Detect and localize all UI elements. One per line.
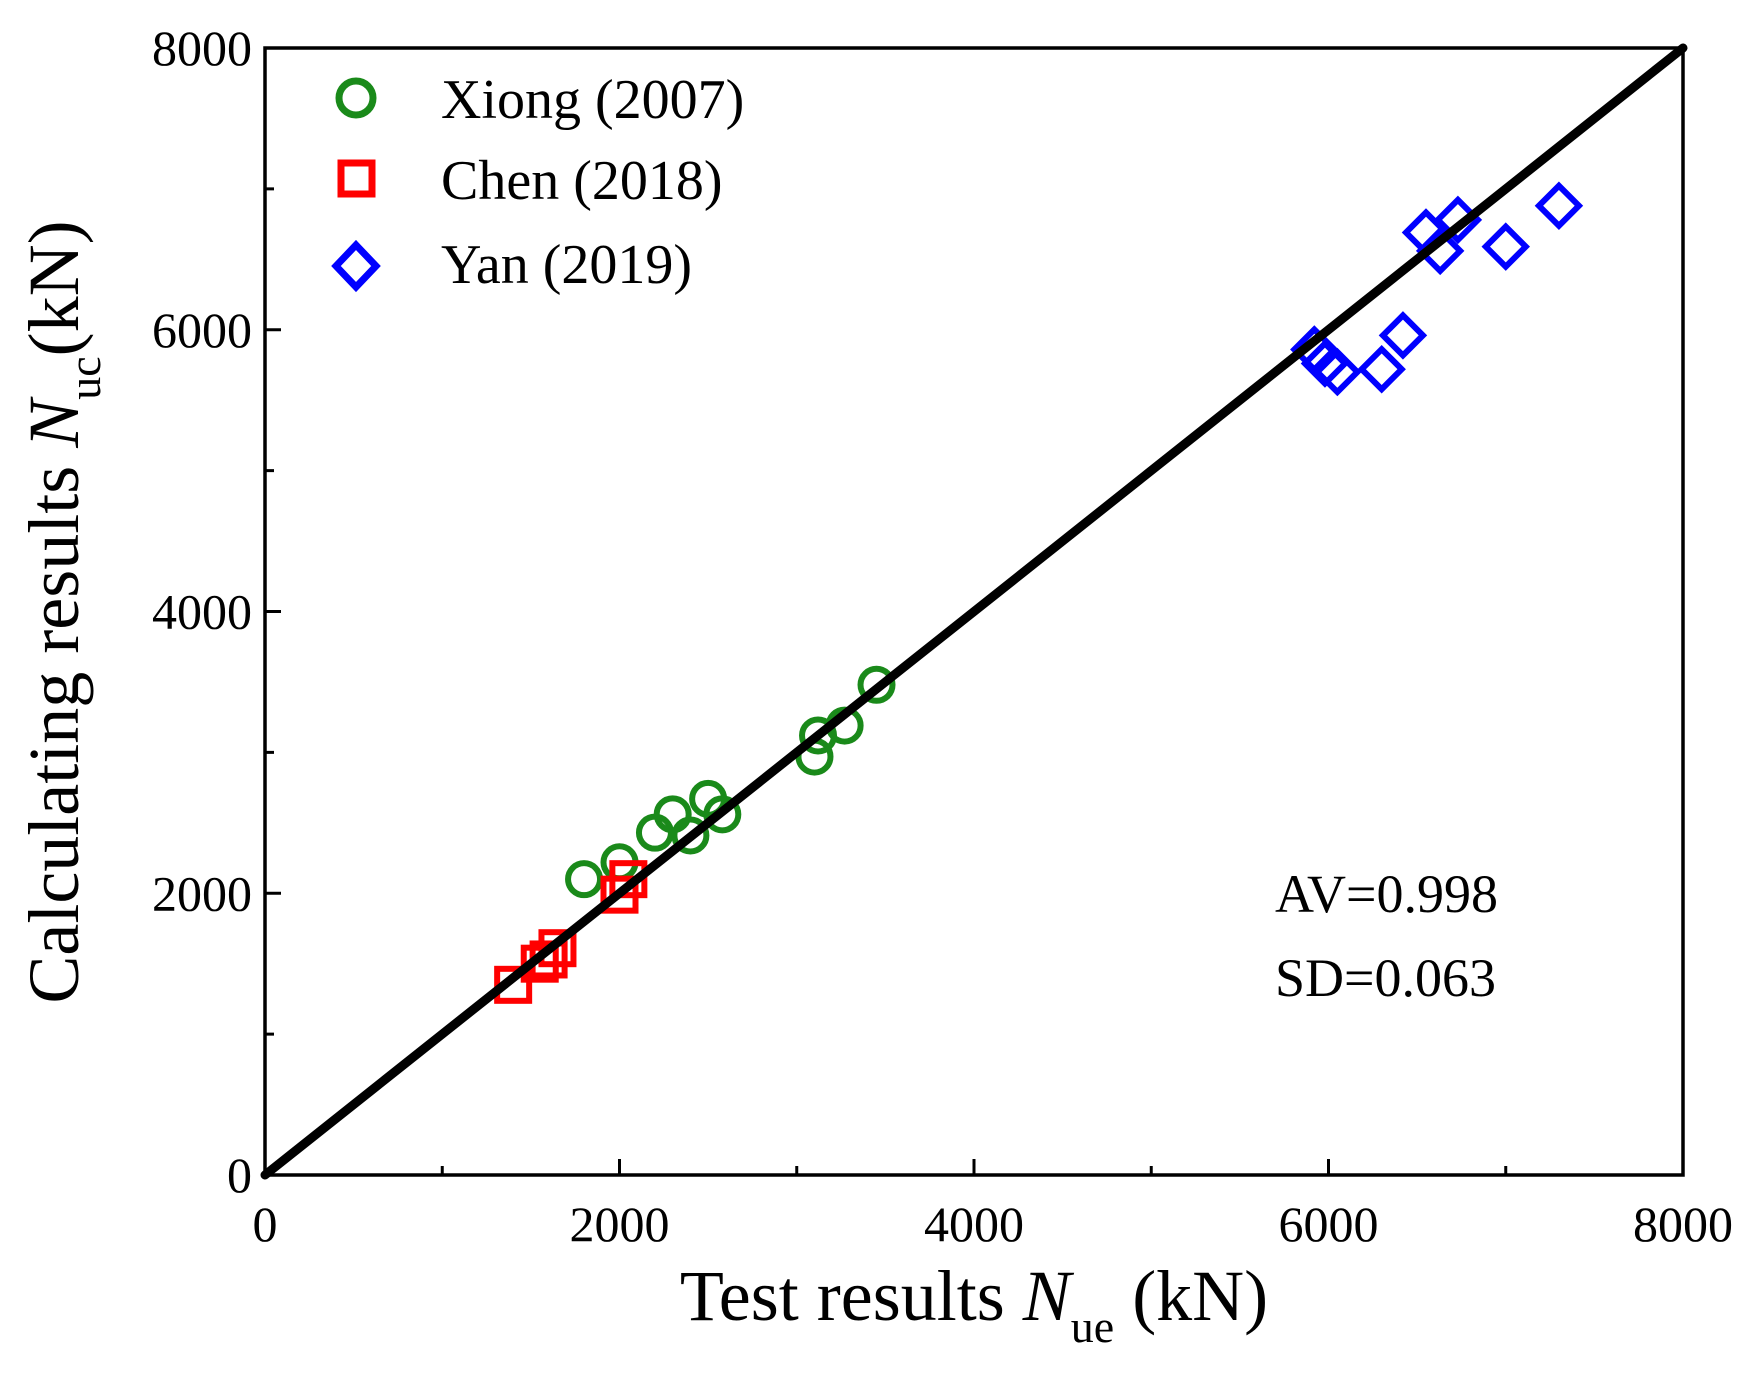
y-tick-label: 4000	[152, 584, 252, 640]
legend-label-yan: Yan (2019)	[441, 234, 692, 296]
y-tick-label: 6000	[152, 302, 252, 358]
y-tick-label: 2000	[152, 865, 252, 921]
x-tick-label: 0	[253, 1196, 278, 1252]
y-tick-label: 0	[227, 1147, 252, 1203]
reference-line	[260, 43, 1688, 1180]
x-tick-label: 4000	[924, 1196, 1024, 1252]
x-tick-label: 2000	[570, 1196, 670, 1252]
legend-label-xiong: Xiong (2007)	[441, 69, 744, 131]
legend-item-xiong: Xiong (2007)	[335, 69, 744, 131]
legend-label-chen: Chen (2018)	[441, 150, 723, 212]
data-point-diamond	[1481, 222, 1530, 271]
legend-diamond-marker	[331, 239, 381, 293]
data-point-circle	[653, 795, 692, 834]
data-point-circle	[857, 665, 896, 704]
legend-square-marker	[337, 159, 376, 198]
data-point-circle	[635, 813, 674, 852]
x-tick-label: 8000	[1633, 1196, 1733, 1252]
legend-circle-marker	[335, 77, 377, 119]
data-point-circle	[565, 860, 604, 899]
standard-deviation-annotation: SD=0.063	[1275, 948, 1496, 1008]
y-axis-label: Calculating results Nuc(kN)	[14, 220, 110, 1003]
data-point-circle	[671, 816, 710, 855]
series-diamond	[1290, 181, 1584, 397]
data-point-circle	[703, 795, 742, 834]
data-point-diamond	[1378, 311, 1428, 360]
legend: Xiong (2007) Chen (2018) Yan (2019)	[331, 69, 744, 296]
data-point-diamond	[1415, 226, 1465, 276]
data-point-square	[538, 929, 577, 968]
data-point-diamond	[1534, 181, 1584, 231]
legend-item-yan: Yan (2019)	[331, 234, 692, 296]
x-tick-label: 6000	[1279, 1196, 1379, 1252]
tick-layer: 0 2000 4000 6000 8000 0 2000 4000 6000 8000	[152, 20, 1733, 1252]
y-tick-label: 8000	[152, 20, 252, 76]
legend-item-chen: Chen (2018)	[337, 150, 723, 212]
average-value-annotation: AV=0.998	[1275, 864, 1498, 924]
data-point-diamond	[1357, 344, 1406, 394]
data-point-diamond	[1313, 347, 1362, 397]
series-layer	[494, 181, 1584, 1004]
x-axis-label: Test results Nue (kN)	[680, 1256, 1268, 1352]
